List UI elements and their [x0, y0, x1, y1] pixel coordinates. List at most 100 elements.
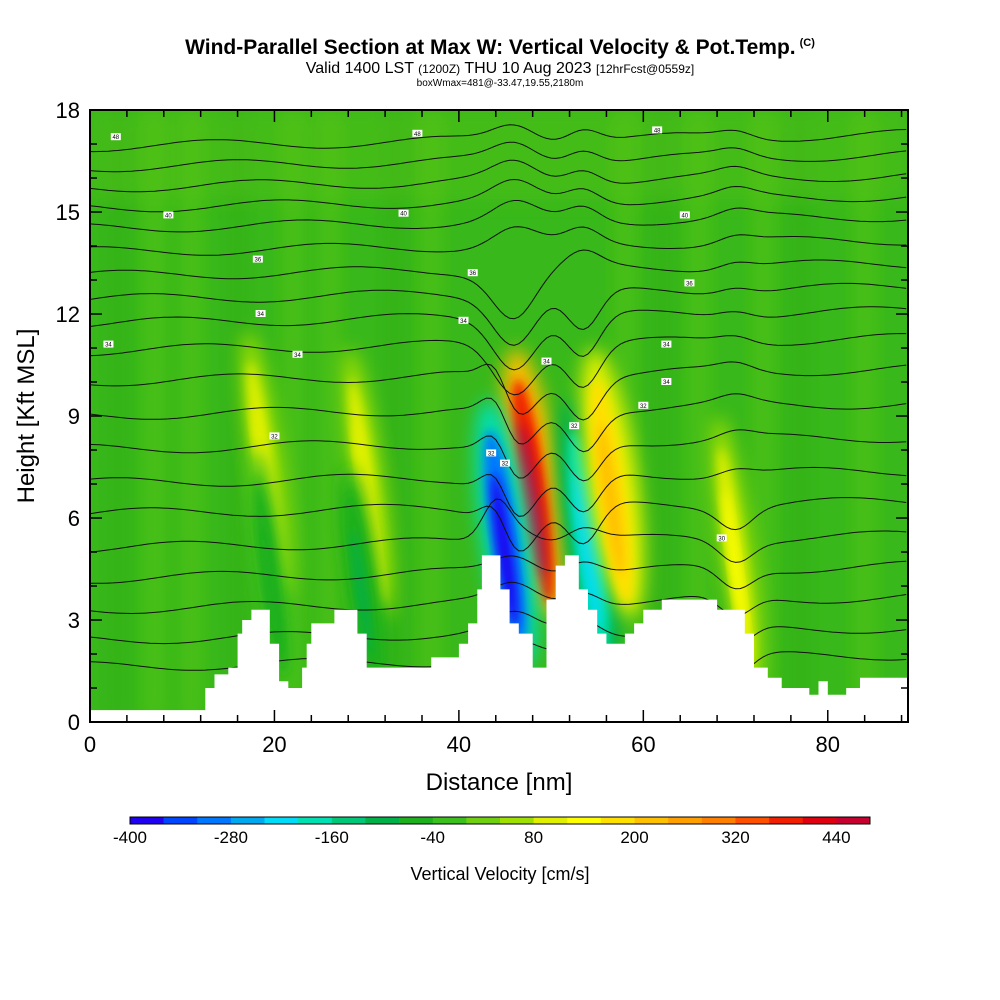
texture-stripe [107, 110, 128, 722]
colorbar-swatch [365, 817, 400, 824]
updraft-plume [712, 416, 762, 686]
svg-text:32: 32 [571, 424, 578, 430]
theta-label: 40 [398, 209, 409, 218]
svg-text:40: 40 [165, 213, 172, 219]
theta-label: 48 [110, 133, 121, 141]
downdraft-plume [474, 399, 538, 669]
theta-label: 36 [684, 279, 695, 287]
theta-label: 32 [269, 432, 280, 440]
theta-label: 32 [499, 459, 510, 468]
svg-text:48: 48 [414, 132, 421, 138]
texture-stripe [688, 110, 709, 722]
theta-contour [90, 361, 907, 421]
x-tick-label: 60 [631, 732, 655, 757]
texture-stripe [227, 110, 248, 722]
theta-contour [90, 249, 907, 320]
theta-contour [90, 159, 907, 193]
theta-label: 34 [541, 357, 552, 366]
colorbar-swatch [331, 817, 366, 824]
downdraft-plume [248, 450, 295, 687]
colorbar-tick-label: -40 [420, 828, 445, 847]
x-axis: 0 20 40 60 80 [84, 110, 903, 757]
theta-label: 34 [255, 310, 266, 318]
colorbar-swatch [298, 817, 333, 824]
svg-text:32: 32 [488, 451, 495, 457]
svg-text:40: 40 [400, 212, 407, 218]
y-axis-label: Height [Kft MSL] [13, 329, 40, 504]
theta-contour [90, 124, 907, 153]
colorbar-swatch [634, 817, 669, 824]
y-tick-label: 18 [56, 98, 80, 123]
texture-stripe [319, 110, 340, 722]
colorbar-swatch [802, 817, 837, 824]
chart-title: Wind-Parallel Section at Max W: Vertical… [185, 36, 815, 59]
y-tick-label: 15 [56, 200, 80, 225]
colorbar-tick-label: -280 [214, 828, 248, 847]
theta-label: 32 [486, 449, 497, 457]
theta-label: 34 [292, 350, 303, 359]
colorbar-swatch [836, 817, 871, 824]
svg-text:34: 34 [543, 360, 550, 366]
upper-band [90, 110, 908, 200]
theta-contour [90, 200, 907, 233]
y-tick-label: 0 [68, 710, 80, 735]
colorbar-tick-label: 320 [721, 828, 749, 847]
svg-text:32: 32 [271, 434, 278, 440]
downdraft-plume [341, 467, 386, 687]
theta-label: 48 [412, 129, 423, 138]
colorbar-swatch [769, 817, 804, 824]
colorbar-tick-label: 440 [822, 828, 850, 847]
colorbar-swatch [500, 817, 534, 824]
colorbar-swatch [735, 817, 770, 824]
texture-stripe [854, 110, 875, 722]
title-mark: (C) [799, 37, 815, 49]
svg-text:34: 34 [663, 380, 670, 386]
theta-labels: 48 48 48 40 40 40 36 36 36 34 34 34 34 34 34 34 32 32 32 32… [103, 126, 727, 542]
x-tick-label: 40 [447, 732, 471, 757]
texture-stripe [421, 110, 442, 722]
colorbar-swatch [701, 817, 736, 824]
colorbar-swatch [600, 817, 635, 824]
svg-text:36: 36 [254, 258, 261, 264]
svg-text:34: 34 [663, 343, 670, 349]
theta-contour [90, 226, 907, 256]
svg-text:36: 36 [686, 281, 693, 287]
colorbar-swatch [163, 817, 198, 824]
theta-contour [90, 466, 907, 517]
colorbar-swatch [399, 817, 434, 824]
svg-text:40: 40 [681, 213, 688, 219]
colorbar-tick-label: 80 [524, 828, 543, 847]
theta-label: 40 [679, 211, 690, 219]
x-tick-label: 20 [262, 732, 286, 757]
theta-contour [90, 178, 907, 213]
texture-stripe [181, 110, 202, 722]
colorbar-swatch [130, 817, 164, 824]
colorbar-swatch [567, 817, 602, 824]
theta-contour [90, 141, 907, 173]
theta-label: 36 [252, 255, 263, 264]
theta-label: 34 [661, 340, 672, 349]
colorbar-frame [129, 816, 871, 825]
y-tick-label: 9 [68, 404, 80, 429]
svg-text:30: 30 [718, 536, 725, 542]
chart-subtitle: Valid 1400 LST (1200Z) THU 10 Aug 2023 [… [305, 60, 695, 77]
theta-label: 40 [163, 211, 174, 219]
chart-note: boxWmax=481@-33.47,19.55,2180m [416, 78, 584, 89]
svg-text:48: 48 [112, 135, 119, 141]
colorbar-title: Vertical Velocity [cm/s] [410, 864, 589, 884]
svg-text:48: 48 [654, 128, 661, 134]
theta-label: 36 [467, 269, 478, 277]
y-tick-label: 3 [68, 608, 80, 633]
svg-text:34: 34 [105, 343, 112, 349]
y-tick-label: 6 [68, 506, 80, 531]
theta-label: 32 [638, 401, 649, 410]
texture-stripe [651, 110, 672, 722]
theta-contour [90, 497, 907, 552]
svg-text:32: 32 [502, 462, 509, 468]
svg-text:36: 36 [469, 271, 476, 277]
colorbar-swatch [466, 817, 501, 824]
y-tick-label: 12 [56, 302, 80, 327]
theta-label: 48 [652, 126, 663, 134]
theta-contour [90, 498, 907, 563]
